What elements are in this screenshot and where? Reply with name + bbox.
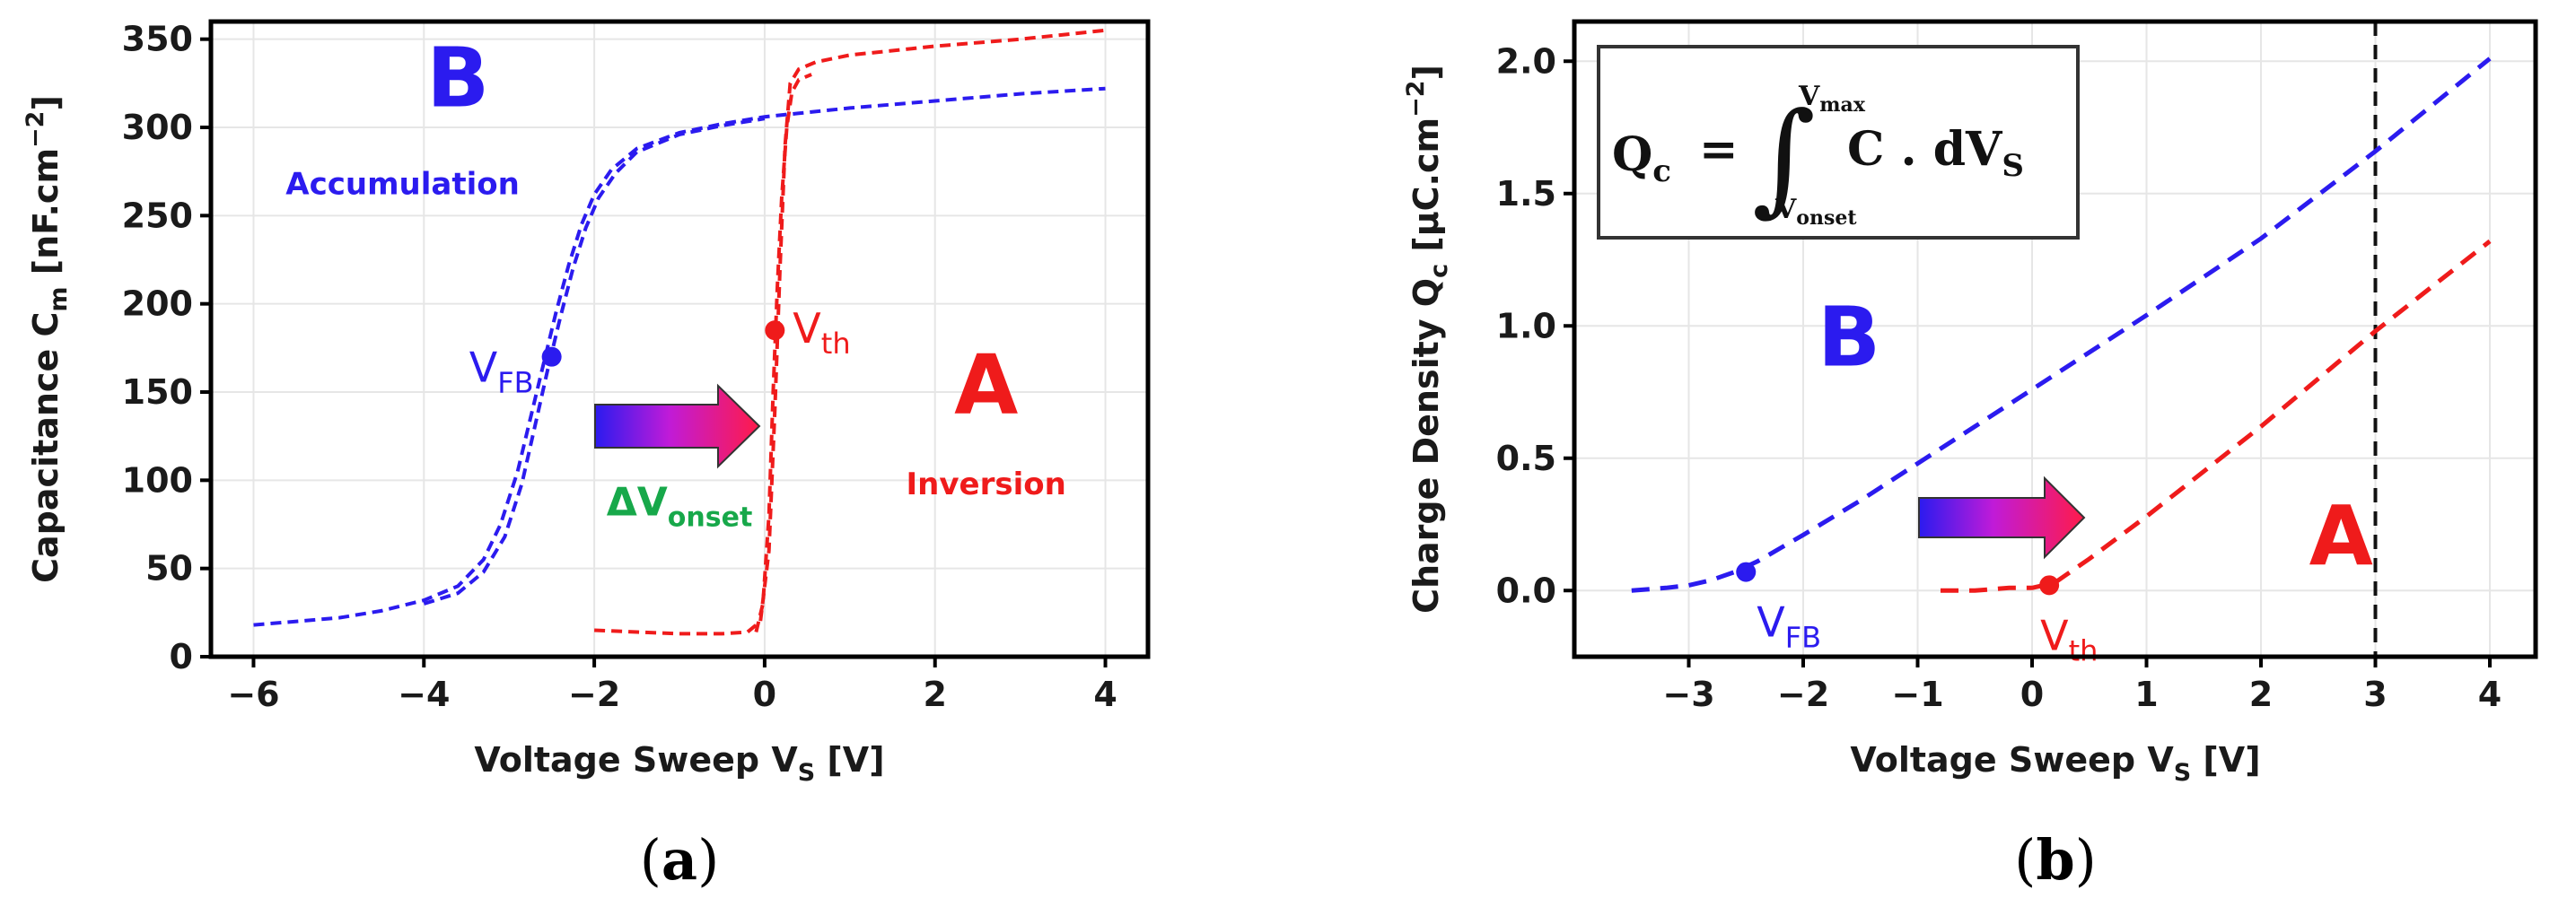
chart-b-series <box>1631 57 2492 593</box>
point-label: VFB <box>469 344 534 400</box>
chart-b-formula-integral: ∫ <box>1752 87 1816 229</box>
chart-b-annotations: BA <box>1818 290 2373 584</box>
y-tick-label: 200 <box>122 284 193 324</box>
chart-b-formula-equals: = <box>1699 122 1739 177</box>
x-tick-label: −4 <box>398 675 450 714</box>
y-tick-label: 0 <box>170 637 193 676</box>
chart-a-series <box>253 28 1106 636</box>
chart-a-y-ticks: 0 50 100 150 200 250 300 350 <box>122 20 211 676</box>
series-line <box>1941 239 2492 593</box>
annotation-label: Inversion <box>907 467 1066 502</box>
chart-b-y-ticks: 0.0 0.5 1.0 1.5 2.0 <box>1496 41 1574 610</box>
y-tick-label: 250 <box>122 196 193 235</box>
y-tick-label: 2.0 <box>1496 41 1556 81</box>
chart-a-annotations: B A Accumulation Inversion ΔVonset <box>285 30 1066 533</box>
y-tick-label: 50 <box>145 549 193 589</box>
chart-a-grid <box>211 22 1148 658</box>
chart-b-formula-box: Qc = ∫ Vmax Vonset C . dVS <box>1597 45 2080 240</box>
y-tick-label: 150 <box>122 372 193 412</box>
chart-b-formula-frame <box>1597 45 2080 240</box>
chart-a-panel-label: (a) <box>640 827 720 893</box>
y-tick-label: 350 <box>122 20 193 59</box>
x-tick-label: −3 <box>1662 675 1714 714</box>
chart-b-panel-label: (b) <box>2014 827 2097 893</box>
chart-a-y-axis-label: Capacitance Cm [nF.cm−2] <box>22 95 73 583</box>
annotation-label: ΔVonset <box>607 480 753 534</box>
point-label: VFB <box>1757 598 1821 655</box>
series-line <box>423 117 766 606</box>
series-line <box>754 73 812 632</box>
annotation-label: Accumulation <box>285 167 520 203</box>
chart-a-onset-shift-arrow <box>594 383 761 469</box>
chart-a-frame <box>208 19 1151 659</box>
chart-a-x-ticks: −6 −4 −2 0 2 4 <box>227 657 1117 714</box>
chart-b-formula-lhs: Qc <box>1612 127 1671 189</box>
x-tick-label: 0 <box>2020 675 2044 714</box>
chart-b-formula-lower-limit: Vonset <box>1774 194 1857 230</box>
series-line <box>253 86 1106 627</box>
chart-b-x-ticks: −3 −2 −1 0 1 2 3 4 <box>1662 657 2502 714</box>
annotation-label: B <box>426 30 489 126</box>
x-tick-label: 2 <box>2249 675 2273 714</box>
chart-a-points: VFB Vth <box>469 304 851 400</box>
chart-b-x-axis-label: Voltage Sweep VS [V] <box>1850 740 2260 787</box>
point-label: Vth <box>2040 611 2098 667</box>
x-tick-label: 4 <box>2478 675 2502 714</box>
chart-b-points: VFB Vth <box>1736 562 2098 667</box>
chart-b-formula-integrand: C . dVS <box>1847 122 2024 184</box>
y-tick-label: 1.0 <box>1496 306 1556 345</box>
x-tick-label: −2 <box>568 675 620 714</box>
chart-b-onset-shift-arrow <box>1918 475 2086 560</box>
annotation-label: B <box>1818 290 1880 386</box>
y-tick-label: 1.5 <box>1496 174 1556 214</box>
x-tick-label: 2 <box>924 675 947 714</box>
chart-b-formula-upper-limit: Vmax <box>1798 81 1866 117</box>
chart-a-x-axis-label: Voltage Sweep VS [V] <box>474 740 884 787</box>
x-tick-label: −2 <box>1777 675 1829 714</box>
point-marker <box>2039 575 2060 596</box>
point-marker <box>541 346 562 367</box>
x-tick-label: 4 <box>1093 675 1117 714</box>
y-tick-label: 0.5 <box>1496 439 1556 478</box>
x-tick-label: 0 <box>753 675 776 714</box>
chart-b-y-axis-label: Charge Density Qc [μC.cm−2] <box>1402 65 1453 614</box>
x-tick-label: 1 <box>2134 675 2158 714</box>
y-tick-label: 300 <box>122 108 193 147</box>
x-tick-label: −1 <box>1891 675 1943 714</box>
y-tick-label: 100 <box>122 460 193 500</box>
chart-b: Qc = ∫ Vmax Vonset C . dVS VFB Vth BA −3−… <box>1402 19 2538 893</box>
series-line <box>1631 57 2492 593</box>
point-marker <box>765 320 785 341</box>
x-tick-label: −6 <box>227 675 279 714</box>
y-tick-label: 0.0 <box>1496 571 1556 610</box>
annotation-label: A <box>2309 488 2373 584</box>
point-marker <box>1736 562 1757 582</box>
series-line <box>594 28 1106 636</box>
chart-a: VFB Vth B A Accumulation Inversion ΔVonset −6… <box>22 19 1151 893</box>
point-label: Vth <box>793 304 850 361</box>
x-tick-label: 3 <box>2363 675 2387 714</box>
annotation-label: A <box>954 337 1018 433</box>
chart-b-frame <box>1572 19 2538 659</box>
